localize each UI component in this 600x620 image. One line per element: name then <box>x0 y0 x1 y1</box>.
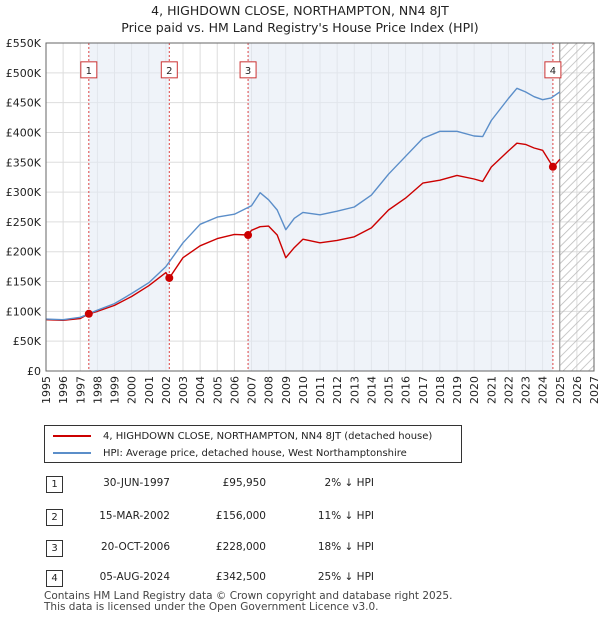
x-tick-label: 2016 <box>400 376 413 404</box>
y-tick-label: £450K <box>6 97 42 110</box>
x-tick-label: 2009 <box>280 376 293 404</box>
sale-point <box>548 162 557 171</box>
x-tick-label: 2025 <box>554 376 567 404</box>
transaction-hpi-diff: 25% ↓ HPI <box>317 571 374 583</box>
hpi-line <box>45 87 561 321</box>
y-tick-label: £400K <box>6 126 42 139</box>
transaction-hpi-diff: 18% ↓ HPI <box>317 541 374 553</box>
transaction-number: 3 <box>46 540 63 557</box>
transaction-row: 1 30-JUN-1997 £95,950 2% ↓ HPI <box>44 474 444 498</box>
legend-item-property: 4, HIGHDOWN CLOSE, NORTHAMPTON, NN4 8JT … <box>53 428 432 444</box>
footer-license: This data is licensed under the Open Gov… <box>44 601 379 613</box>
sale-marker-box <box>80 61 98 79</box>
x-tick-label: 1996 <box>57 376 70 404</box>
transaction-row: 4 05-AUG-2024 £342,500 25% ↓ HPI <box>44 568 444 592</box>
x-tick-label: 2006 <box>228 376 241 404</box>
legend-label-hpi: HPI: Average price, detached house, West… <box>103 447 407 459</box>
x-tick-label: 2007 <box>246 376 259 404</box>
x-tick-label: 2004 <box>194 376 207 404</box>
x-tick-label: 2026 <box>571 376 584 404</box>
y-tick-label: £50K <box>13 335 42 348</box>
y-tick-label: £300K <box>6 186 42 199</box>
y-tick-label: £200K <box>6 246 42 259</box>
x-tick-label: 2011 <box>314 376 327 404</box>
x-tick-label: 2005 <box>211 376 224 404</box>
chart-title: 4, HIGHDOWN CLOSE, NORTHAMPTON, NN4 8JT <box>151 3 449 18</box>
transaction-date: 05-AUG-2024 <box>99 571 170 583</box>
x-tick-label: 2019 <box>451 376 464 404</box>
footer-copyright: Contains HM Land Registry data © Crown c… <box>44 590 453 602</box>
transaction-number: 4 <box>46 570 63 587</box>
transaction-hpi-diff: 11% ↓ HPI <box>317 510 374 522</box>
y-tick-label: £250K <box>6 216 42 229</box>
x-tick-label: 2024 <box>537 376 550 404</box>
x-tick-label: 2021 <box>485 376 498 404</box>
transaction-price: £156,000 <box>215 510 266 522</box>
x-tick-label: 2017 <box>417 376 430 404</box>
sale-marker-box <box>239 61 257 79</box>
sale-period-band <box>248 43 553 371</box>
y-tick-label: £550K <box>6 37 42 50</box>
sale-marker-label: 2 <box>166 66 172 77</box>
x-tick-label: 2018 <box>434 376 447 404</box>
x-tick-label: 2014 <box>365 376 378 404</box>
x-tick-label: 2027 <box>588 376 600 404</box>
legend-label-property: 4, HIGHDOWN CLOSE, NORTHAMPTON, NN4 8JT … <box>103 430 433 442</box>
x-tick-label: 2010 <box>297 376 310 404</box>
property-price-line <box>45 142 561 321</box>
transaction-price: £228,000 <box>215 541 266 553</box>
sale-marker-label: 1 <box>86 66 92 77</box>
chart-subtitle: Price paid vs. HM Land Registry's House … <box>121 20 479 35</box>
x-tick-label: 2001 <box>143 376 156 404</box>
forecast-hatch <box>559 43 594 371</box>
sale-marker-label: 3 <box>245 66 251 77</box>
transaction-date: 20-OCT-2006 <box>101 541 170 553</box>
sale-period-band <box>88 43 170 371</box>
y-tick-label: £0 <box>27 365 41 378</box>
x-tick-label: 1997 <box>74 376 87 404</box>
sale-marker-label: 4 <box>550 66 556 77</box>
transaction-date: 15-MAR-2002 <box>99 510 170 522</box>
transaction-number: 2 <box>46 509 63 526</box>
x-tick-label: 2022 <box>502 376 515 404</box>
x-tick-label: 2023 <box>520 376 533 404</box>
transaction-row: 3 20-OCT-2006 £228,000 18% ↓ HPI <box>44 538 444 562</box>
transaction-price: £342,500 <box>215 571 266 583</box>
legend-item-hpi: HPI: Average price, detached house, West… <box>53 445 407 461</box>
transaction-date: 30-JUN-1997 <box>103 477 170 489</box>
transaction-price: £95,950 <box>222 477 266 489</box>
x-tick-label: 1999 <box>109 376 122 404</box>
transaction-row: 2 15-MAR-2002 £156,000 11% ↓ HPI <box>44 507 444 531</box>
y-tick-label: £100K <box>6 305 42 318</box>
x-tick-label: 1995 <box>40 376 53 404</box>
x-tick-label: 2020 <box>468 376 481 404</box>
sale-marker-box <box>544 61 562 79</box>
y-tick-label: £150K <box>6 276 42 289</box>
y-tick-label: £350K <box>6 156 42 169</box>
legend-swatch-property <box>53 435 91 437</box>
plot-frame <box>45 42 595 372</box>
x-tick-label: 2012 <box>331 376 344 404</box>
x-tick-label: 2003 <box>177 376 190 404</box>
x-tick-label: 2000 <box>126 376 139 404</box>
sale-marker-box <box>160 61 178 79</box>
footer: Contains HM Land Registry data © Crown c… <box>44 591 452 613</box>
transaction-number: 1 <box>46 476 63 493</box>
price-chart: 1 2 3 4 1995 1996 1997 1998 1999 2000 2001 2002 200… <box>6 37 600 404</box>
x-tick-label: 1998 <box>91 376 104 404</box>
sale-point <box>84 309 93 318</box>
sale-point <box>165 273 174 282</box>
y-tick-label: £500K <box>6 67 42 80</box>
x-tick-label: 2015 <box>383 376 396 404</box>
x-tick-label: 2008 <box>263 376 276 404</box>
sale-point <box>244 231 253 240</box>
transaction-hpi-diff: 2% ↓ HPI <box>324 477 374 489</box>
x-tick-label: 2013 <box>348 376 361 404</box>
legend-swatch-hpi <box>53 452 91 454</box>
legend: 4, HIGHDOWN CLOSE, NORTHAMPTON, NN4 8JT … <box>44 425 462 463</box>
x-tick-label: 2002 <box>160 376 173 404</box>
